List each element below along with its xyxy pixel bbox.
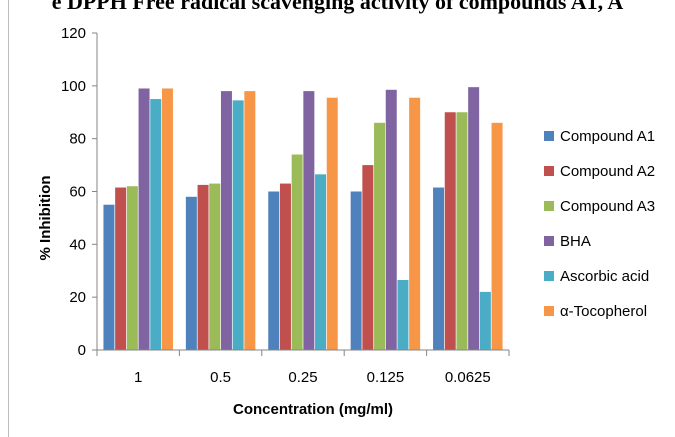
bar <box>161 88 173 350</box>
x-tick-label: 0.5 <box>210 369 231 386</box>
bar <box>126 186 138 350</box>
bar <box>456 112 468 350</box>
bar <box>397 279 409 350</box>
bar <box>185 196 197 350</box>
bar <box>197 184 209 350</box>
bar <box>232 100 244 350</box>
legend: Compound A1 Compound A2 Compound A3 BHA Asco… <box>544 128 655 320</box>
bar <box>433 187 445 350</box>
legend-label: α-Tocopherol <box>560 303 647 320</box>
bar <box>444 112 456 350</box>
y-axis-title: % Inhibition <box>37 176 54 261</box>
x-axis-ticks: 1 0.5 0.25 0.125 0.0625 <box>96 350 510 386</box>
bar <box>268 191 280 350</box>
legend-swatch <box>544 166 554 176</box>
bar <box>374 122 386 350</box>
legend-swatch <box>544 201 554 211</box>
bar <box>244 91 256 350</box>
x-tick-label: 0.0625 <box>445 369 491 386</box>
bar <box>279 183 291 350</box>
y-tick-label: 20 <box>69 289 86 306</box>
bar <box>303 91 315 350</box>
bar <box>479 291 491 350</box>
y-axis-ticks: 0 20 40 60 80 100 120 <box>61 25 97 359</box>
bar <box>468 87 480 350</box>
legend-swatch <box>544 131 554 141</box>
bar <box>409 97 421 351</box>
bar <box>138 88 150 350</box>
frame-border <box>8 0 9 437</box>
bar <box>209 183 221 350</box>
y-tick-label: 80 <box>69 131 86 148</box>
x-axis-title: Concentration (mg/ml) <box>233 401 393 418</box>
legend-swatch <box>544 271 554 281</box>
bar <box>315 174 327 350</box>
bar <box>103 204 115 350</box>
x-tick-label: 0.25 <box>288 369 317 386</box>
y-tick-label: 120 <box>61 25 86 42</box>
bar <box>491 122 503 350</box>
legend-label: Ascorbic acid <box>560 268 649 285</box>
bar <box>326 97 338 351</box>
legend-label: Compound A1 <box>560 128 655 145</box>
y-tick-label: 100 <box>61 78 86 95</box>
x-tick-label: 1 <box>134 369 142 386</box>
legend-swatch <box>544 306 554 316</box>
bar <box>362 165 374 350</box>
y-tick-label: 40 <box>69 236 86 253</box>
bar <box>350 191 362 350</box>
bar <box>115 187 127 350</box>
bar <box>385 89 397 350</box>
y-tick-label: 60 <box>69 184 86 201</box>
y-tick-label: 0 <box>78 342 86 359</box>
legend-swatch <box>544 236 554 246</box>
bar <box>150 99 162 351</box>
legend-label: Compound A3 <box>560 198 655 215</box>
legend-label: BHA <box>560 233 591 250</box>
bar <box>220 91 232 350</box>
bars <box>103 87 503 351</box>
bar <box>291 154 303 350</box>
legend-label: Compound A2 <box>560 163 655 180</box>
x-tick-label: 0.125 <box>367 369 405 386</box>
figure-caption: e DPPH Free radical scavenging activity … <box>51 0 624 14</box>
